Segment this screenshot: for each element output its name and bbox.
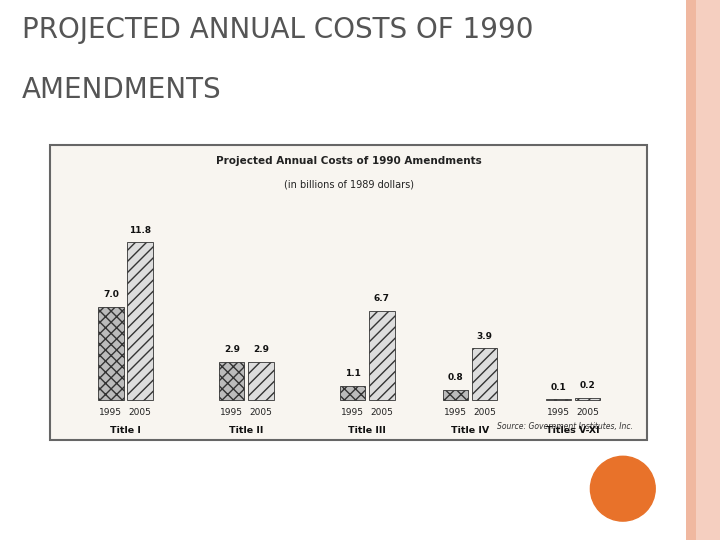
Text: 2005: 2005 xyxy=(371,408,393,417)
Text: 1995: 1995 xyxy=(444,408,467,417)
Text: 2.9: 2.9 xyxy=(224,345,240,354)
Text: 0.2: 0.2 xyxy=(580,381,595,390)
Text: 1995: 1995 xyxy=(220,408,243,417)
Bar xyxy=(369,310,395,401)
Bar xyxy=(472,348,498,401)
Text: PROJECTED ANNUAL COSTS OF 1990: PROJECTED ANNUAL COSTS OF 1990 xyxy=(22,16,533,44)
Bar xyxy=(127,242,153,401)
Text: 2.9: 2.9 xyxy=(253,345,269,354)
Text: Titles V-XI: Titles V-XI xyxy=(546,426,600,435)
Bar xyxy=(546,399,571,401)
Bar xyxy=(219,362,245,401)
Text: 2005: 2005 xyxy=(250,408,272,417)
FancyBboxPatch shape xyxy=(50,145,647,440)
Bar xyxy=(340,386,366,401)
Text: 1995: 1995 xyxy=(99,408,122,417)
Text: 1995: 1995 xyxy=(341,408,364,417)
Bar xyxy=(248,362,274,401)
Text: 1.1: 1.1 xyxy=(345,369,361,378)
Bar xyxy=(443,390,468,401)
Text: 0.1: 0.1 xyxy=(551,382,566,392)
Text: Title III: Title III xyxy=(348,426,387,435)
Text: 1995: 1995 xyxy=(547,408,570,417)
Text: Source: Government Institutes, Inc.: Source: Government Institutes, Inc. xyxy=(498,422,634,431)
Text: 7.0: 7.0 xyxy=(103,290,119,299)
Text: 6.7: 6.7 xyxy=(374,294,390,303)
Text: 11.8: 11.8 xyxy=(129,226,151,235)
Text: Projected Annual Costs of 1990 Amendments: Projected Annual Costs of 1990 Amendment… xyxy=(216,156,482,166)
Text: Title II: Title II xyxy=(229,426,264,435)
Bar xyxy=(98,307,124,401)
Text: (in billions of 1989 dollars): (in billions of 1989 dollars) xyxy=(284,180,414,190)
Text: 2005: 2005 xyxy=(473,408,496,417)
Text: 2005: 2005 xyxy=(129,408,151,417)
Text: Title IV: Title IV xyxy=(451,426,490,435)
Text: AMENDMENTS: AMENDMENTS xyxy=(22,76,221,104)
Text: 2005: 2005 xyxy=(576,408,599,417)
Text: Title I: Title I xyxy=(110,426,141,435)
Text: 0.8: 0.8 xyxy=(448,373,464,382)
Text: 3.9: 3.9 xyxy=(477,332,492,341)
Bar xyxy=(575,398,600,401)
